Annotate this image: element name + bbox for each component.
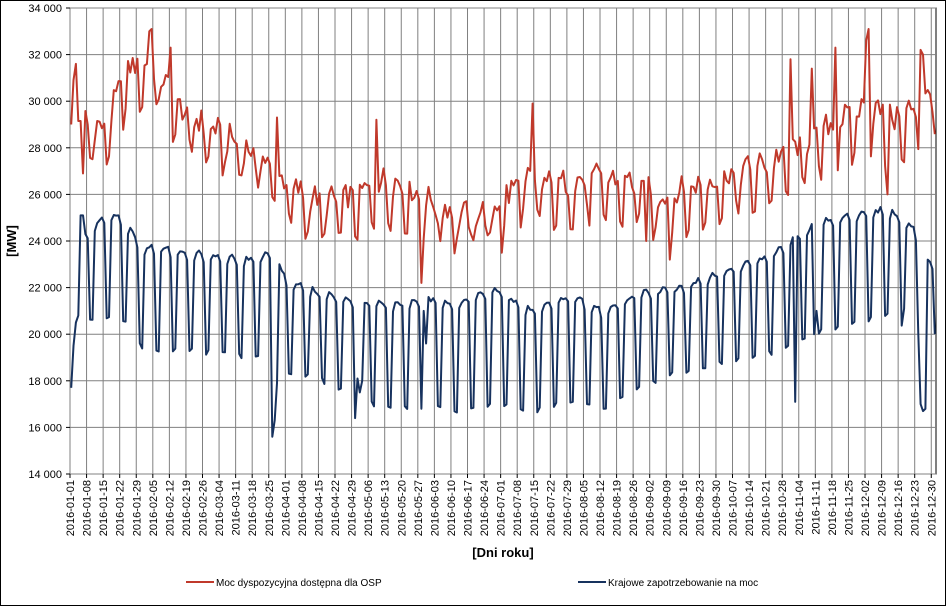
x-tick-label: 2016-04-15 bbox=[313, 480, 325, 536]
x-tick-label: 2016-07-15 bbox=[529, 480, 541, 536]
y-tick-label: 28 000 bbox=[28, 143, 62, 155]
legend-label-krajowe-zapotrzebowanie: Krajowe zapotrzebowanie na moc bbox=[608, 578, 758, 589]
x-tick-label: 2016-12-09 bbox=[877, 480, 889, 536]
legend-label-moc-dyspozycyjna: Moc dyspozycyjna dostępna dla OSP bbox=[216, 578, 382, 589]
y-tick-label: 30 000 bbox=[28, 96, 62, 108]
x-tick-label: 2016-10-07 bbox=[728, 480, 740, 536]
y-tick-label: 16 000 bbox=[28, 422, 62, 434]
x-tick-label: 2016-12-23 bbox=[910, 480, 922, 536]
x-tick-label: 2016-06-10 bbox=[446, 480, 458, 536]
y-axis-ticks: 14 000 16 000 18 000 20 000 22 000 24 000 26 0… bbox=[28, 3, 70, 481]
x-tick-label: 2016-01-01 bbox=[65, 480, 77, 536]
x-tick-label: 2016-01-29 bbox=[131, 480, 143, 536]
y-tick-label: 22 000 bbox=[28, 283, 62, 295]
x-tick-label: 2016-07-01 bbox=[496, 480, 508, 536]
series-lines bbox=[70, 28, 936, 438]
x-tick-label: 2016-08-19 bbox=[612, 480, 624, 536]
x-tick-label: 2016-03-18 bbox=[247, 480, 259, 536]
x-tick-label: 2016-09-02 bbox=[645, 480, 657, 536]
x-tick-label: 2016-09-16 bbox=[678, 480, 690, 536]
y-tick-label: 34 000 bbox=[28, 3, 62, 15]
x-tick-label: 2016-03-25 bbox=[264, 480, 276, 536]
x-tick-label: 2016-12-02 bbox=[860, 480, 872, 536]
x-tick-label: 2016-08-12 bbox=[595, 480, 607, 536]
x-tick-label: 2016-07-08 bbox=[512, 480, 524, 536]
x-tick-label: 2016-12-16 bbox=[893, 480, 905, 536]
x-tick-label: 2016-09-30 bbox=[711, 480, 723, 536]
x-tick-label: 2016-02-05 bbox=[148, 480, 160, 536]
x-tick-label: 2016-02-26 bbox=[198, 480, 210, 536]
y-tick-label: 26 000 bbox=[28, 189, 62, 201]
x-tick-label: 2016-01-15 bbox=[98, 480, 110, 536]
x-tick-label: 2016-11-11 bbox=[810, 480, 822, 535]
x-tick-label: 2016-11-25 bbox=[843, 480, 855, 535]
x-tick-label: 2016-09-23 bbox=[694, 480, 706, 536]
x-tick-label: 2016-11-04 bbox=[794, 480, 806, 535]
x-tick-label: 2016-11-18 bbox=[827, 480, 839, 535]
x-tick-label: 2016-01-22 bbox=[115, 480, 127, 536]
x-tick-label: 2016-03-11 bbox=[231, 480, 243, 535]
x-tick-label: 2016-08-26 bbox=[628, 480, 640, 536]
y-axis-title: [MW] bbox=[4, 225, 19, 257]
y-tick-label: 18 000 bbox=[28, 376, 62, 388]
x-tick-label: 2016-02-12 bbox=[164, 480, 176, 536]
x-tick-label: 2016-05-13 bbox=[380, 480, 392, 536]
x-tick-label: 2016-07-22 bbox=[545, 480, 557, 536]
x-tick-label: 2016-04-29 bbox=[347, 480, 359, 536]
x-tick-label: 2016-04-22 bbox=[330, 480, 342, 536]
x-tick-label: 2016-06-17 bbox=[463, 480, 475, 536]
x-tick-label: 2016-02-19 bbox=[181, 480, 193, 536]
x-tick-label: 2016-10-28 bbox=[777, 480, 789, 536]
x-axis-ticks: 2016-01-01 2016-01-08 2016-01-15 2016-01-22… bbox=[65, 474, 938, 536]
x-tick-label: 2016-04-08 bbox=[297, 480, 309, 536]
x-tick-label: 2016-04-01 bbox=[280, 480, 292, 536]
x-tick-label: 2016-10-14 bbox=[744, 480, 756, 536]
x-tick-label: 2016-09-09 bbox=[661, 480, 673, 536]
x-tick-label: 2016-10-21 bbox=[761, 480, 773, 536]
x-tick-label: 2016-05-06 bbox=[363, 480, 375, 536]
y-tick-label: 24 000 bbox=[28, 236, 62, 248]
y-tick-label: 32 000 bbox=[28, 50, 62, 62]
y-tick-label: 20 000 bbox=[28, 329, 62, 341]
x-tick-label: 2016-05-20 bbox=[396, 480, 408, 536]
x-tick-label: 2016-01-08 bbox=[82, 480, 94, 536]
x-tick-label: 2016-06-03 bbox=[429, 480, 441, 536]
series-line-moc-dyspozycyjna bbox=[70, 28, 936, 284]
y-tick-label: 14 000 bbox=[28, 469, 62, 481]
x-tick-label: 2016-06-24 bbox=[479, 480, 491, 536]
x-tick-label: 2016-03-04 bbox=[214, 480, 226, 536]
x-tick-label: 2016-08-05 bbox=[578, 480, 590, 536]
x-axis-title: [Dni roku] bbox=[472, 545, 533, 560]
series-line-krajowe-zapotrzebowanie bbox=[70, 206, 936, 438]
x-tick-label: 2016-12-30 bbox=[926, 480, 938, 536]
x-tick-label: 2016-07-29 bbox=[562, 480, 574, 536]
x-tick-label: 2016-05-27 bbox=[413, 480, 425, 536]
legend: Moc dyspozycyjna dostępna dla OSP Krajow… bbox=[186, 578, 758, 589]
